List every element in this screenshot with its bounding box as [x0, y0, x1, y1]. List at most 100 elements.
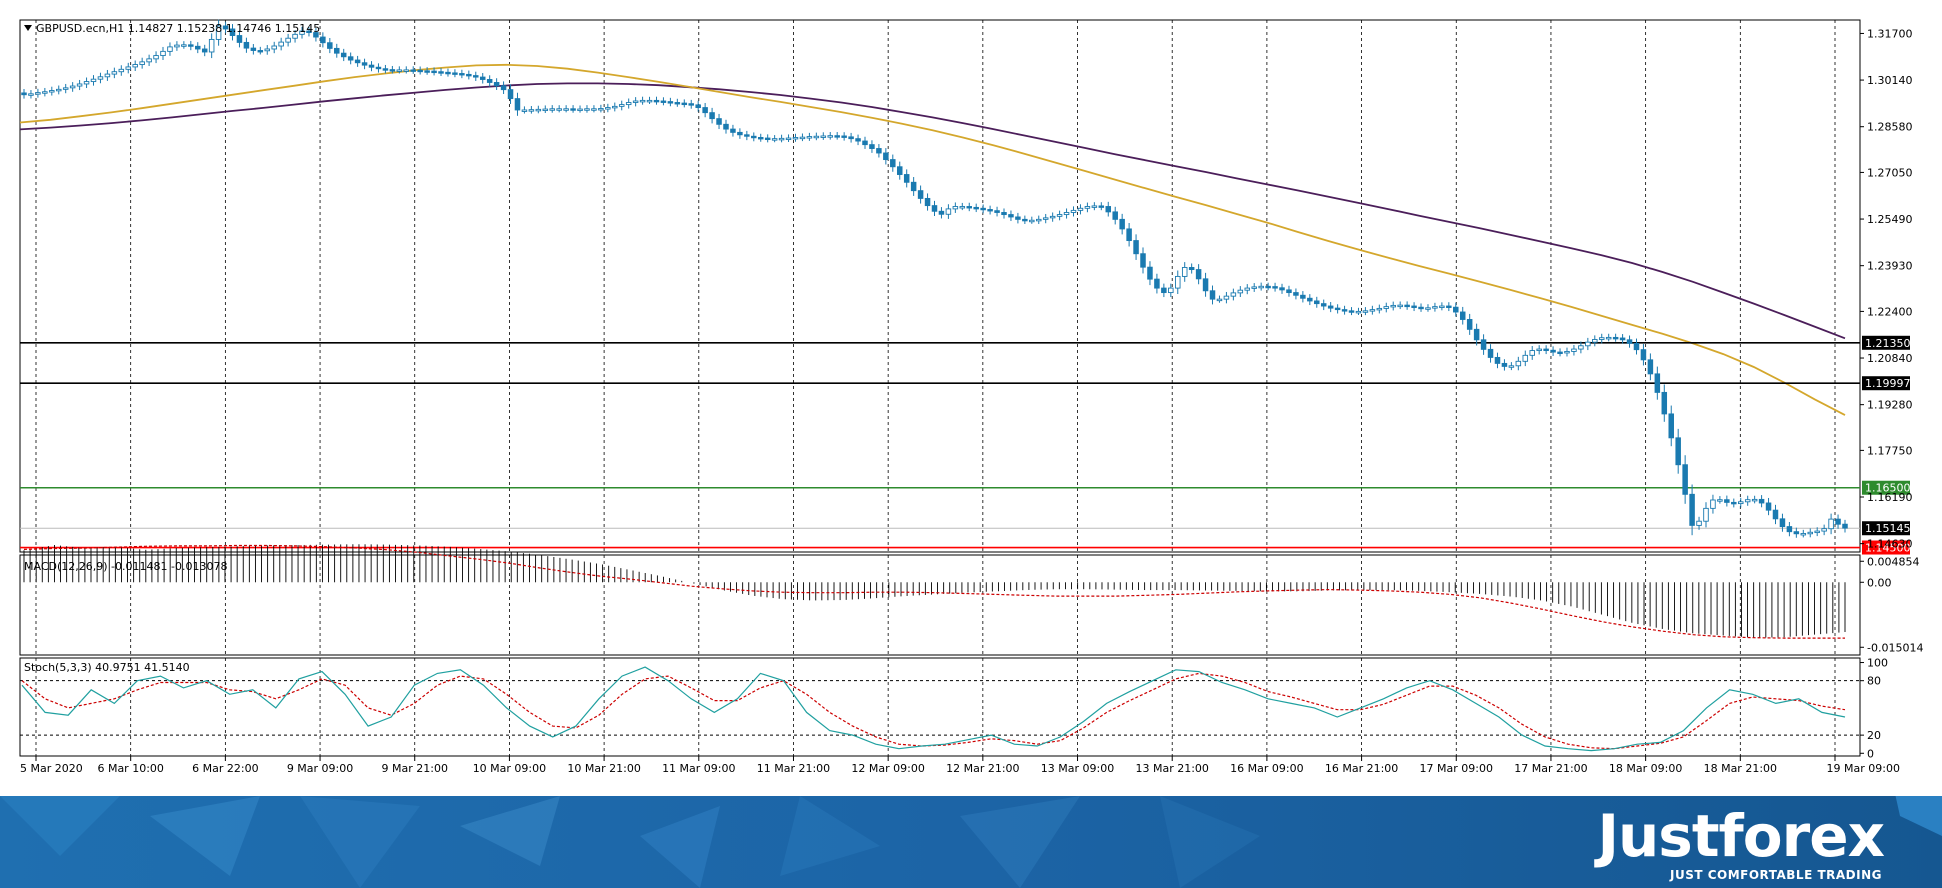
- candle: [757, 133, 764, 142]
- time-tick-label: 17 Mar 21:00: [1514, 762, 1587, 775]
- candle: [646, 96, 653, 104]
- candle: [681, 99, 688, 108]
- candle: [1077, 204, 1084, 215]
- candle: [1494, 352, 1501, 369]
- candle: [1008, 210, 1014, 222]
- candle: [1473, 323, 1480, 346]
- candle: [1821, 524, 1827, 536]
- candle: [1397, 301, 1403, 310]
- candle: [910, 177, 917, 196]
- candle: [1779, 513, 1786, 532]
- candle: [674, 98, 681, 107]
- candle: [1459, 306, 1466, 325]
- level-price-tag: [1862, 376, 1910, 391]
- candle: [90, 75, 97, 86]
- candle: [313, 28, 319, 42]
- candle: [1161, 283, 1167, 298]
- candle: [181, 41, 187, 49]
- candle: [1508, 362, 1515, 371]
- candle: [1661, 384, 1668, 422]
- time-tick-label: 10 Mar 09:00: [473, 762, 546, 775]
- candle: [1758, 495, 1765, 508]
- candle: [236, 30, 243, 48]
- candle: [1612, 333, 1619, 342]
- candle: [320, 32, 326, 48]
- candle: [1689, 484, 1695, 536]
- candle: [1286, 285, 1292, 297]
- time-tick-label: 18 Mar 09:00: [1609, 762, 1682, 775]
- candle: [208, 33, 215, 59]
- candle: [1029, 216, 1035, 224]
- candle: [869, 140, 875, 153]
- candle: [125, 62, 132, 74]
- candle: [1793, 527, 1800, 538]
- candle: [994, 206, 1000, 217]
- time-tick-label: 11 Mar 09:00: [662, 762, 735, 775]
- candle: [459, 69, 465, 79]
- stoch-main-line: [21, 666, 1846, 752]
- candle: [1202, 272, 1209, 297]
- candle: [1786, 521, 1793, 537]
- time-tick-label: 16 Mar 09:00: [1230, 762, 1303, 775]
- candle: [1307, 294, 1313, 306]
- candle: [403, 66, 410, 74]
- candle: [347, 52, 354, 65]
- candle: [1015, 212, 1021, 224]
- candle: [361, 58, 368, 70]
- candle: [1334, 304, 1341, 314]
- level-price-tag: [1862, 335, 1910, 350]
- stoch-pane-frame: [19, 657, 1861, 757]
- candle: [744, 130, 750, 141]
- candle: [1446, 302, 1452, 312]
- candle: [306, 27, 312, 37]
- candle: [1223, 291, 1230, 304]
- candle: [556, 105, 562, 113]
- candle: [1564, 347, 1570, 357]
- level-price-label: 1.19997: [1865, 377, 1911, 390]
- candle: [1592, 335, 1598, 347]
- candle: [792, 133, 799, 142]
- candle: [737, 128, 743, 139]
- candle: [1042, 213, 1049, 224]
- candle: [1585, 337, 1591, 351]
- candle: [896, 161, 903, 180]
- macd-tick-label: 0.004854: [1867, 555, 1920, 568]
- candle: [1230, 288, 1237, 301]
- candle: [1772, 504, 1779, 525]
- candle: [334, 43, 340, 58]
- time-tick-label: 13 Mar 09:00: [1041, 762, 1114, 775]
- candle: [97, 72, 104, 84]
- candle: [368, 61, 375, 72]
- time-tick-label: 11 Mar 21:00: [757, 762, 830, 775]
- candle: [1605, 333, 1612, 342]
- candle: [424, 67, 430, 75]
- price-tick-label: 1.27050: [1867, 166, 1913, 179]
- candle: [104, 69, 111, 81]
- vertical-grid: [35, 20, 1836, 756]
- time-tick-label: 13 Mar 21:00: [1135, 762, 1208, 775]
- candle: [1640, 344, 1647, 366]
- candle: [1717, 496, 1723, 504]
- candle: [146, 54, 152, 67]
- candle: [76, 79, 83, 91]
- candle: [813, 132, 820, 141]
- time-tick-label: 18 Mar 21:00: [1704, 762, 1777, 775]
- dropdown-triangle-icon[interactable]: [24, 25, 32, 31]
- candle: [42, 87, 48, 97]
- candle: [410, 66, 416, 74]
- candle: [452, 69, 458, 78]
- candle: [980, 204, 986, 214]
- symbol-header: GBPUSD.ecn,H1 1.14827 1.15238 1.14746 1.…: [36, 22, 320, 35]
- candle: [841, 132, 847, 141]
- candle: [855, 134, 861, 146]
- stoch-tick-label: 20: [1867, 729, 1881, 742]
- candle: [653, 96, 660, 105]
- candle: [299, 26, 305, 39]
- candle: [222, 21, 229, 34]
- candle: [327, 37, 333, 54]
- candle: [730, 124, 736, 137]
- candle: [445, 68, 451, 77]
- candle: [1737, 497, 1744, 508]
- price-tick-label: 1.14630: [1867, 538, 1913, 551]
- candle: [1209, 285, 1216, 305]
